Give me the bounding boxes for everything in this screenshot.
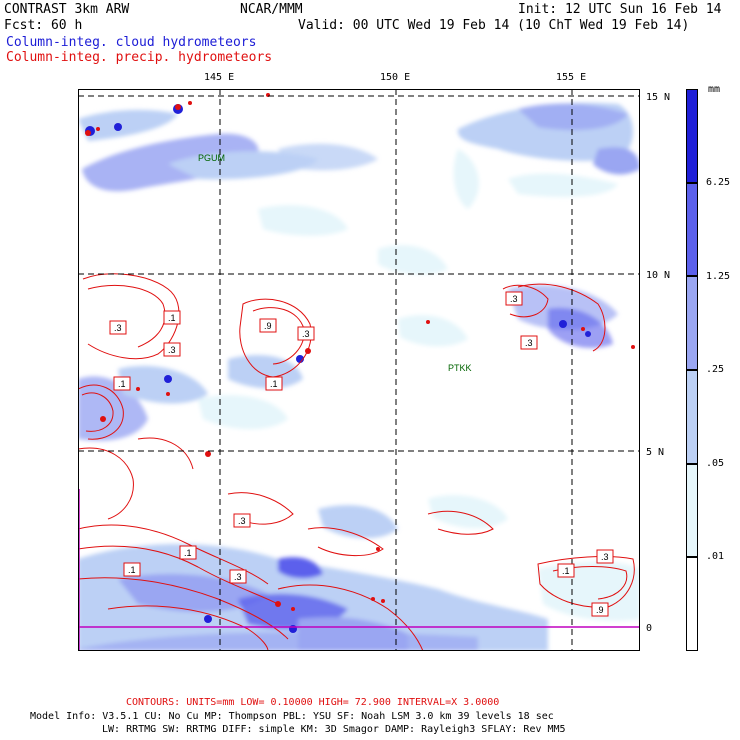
lon-label-145: 145 E xyxy=(204,72,234,83)
lat-label-5n: 5 N xyxy=(646,447,664,458)
contour-label: .3 xyxy=(525,338,533,348)
colorbar xyxy=(686,89,698,651)
colorbar-level-0-01: .01 xyxy=(706,551,724,562)
colorbar-segment xyxy=(686,464,698,558)
colorbar-level-1-25: 1.25 xyxy=(706,271,730,282)
colorbar-level-6-25: 6.25 xyxy=(706,177,730,188)
colorbar-segment xyxy=(686,183,698,277)
lat-label-15n: 15 N xyxy=(646,92,670,103)
lat-label-10n: 10 N xyxy=(646,270,670,281)
contour-label: .9 xyxy=(596,605,604,615)
lon-label-155: 155 E xyxy=(556,72,586,83)
contour-info: CONTOURS: UNITS=mm LOW= 0.10000 HIGH= 72… xyxy=(126,698,499,708)
contour-label: .1 xyxy=(128,565,136,575)
contour-label: .3 xyxy=(302,329,310,339)
model-info: Model Info: V3.5.1 CU: No Cu MP: Thompso… xyxy=(30,712,554,722)
contour-label: .3 xyxy=(114,323,122,333)
center-title: NCAR/MMM xyxy=(240,3,303,16)
contour-label: .9 xyxy=(264,321,272,331)
contour-label: .3 xyxy=(510,294,518,304)
field-label-precip: Column-integ. precip. hydrometeors xyxy=(6,51,272,64)
lon-label-150: 150 E xyxy=(380,72,410,83)
contour-label: .3 xyxy=(168,345,176,355)
contour-label: .1 xyxy=(118,379,126,389)
colorbar-level-0-05: .05 xyxy=(706,458,724,469)
hydrometeor-map: PGUM PTKK .3 .1 .3 .1 .9 .3 .1 .3 .3 .3 … xyxy=(78,89,640,651)
colorbar-segment xyxy=(686,89,698,183)
field-label-cloud: Column-integ. cloud hydrometeors xyxy=(6,36,256,49)
station-ptkk: PTKK xyxy=(448,363,472,373)
init-time: Init: 12 UTC Sun 16 Feb 14 xyxy=(518,3,722,16)
contour-label: .3 xyxy=(601,552,609,562)
station-pgum: PGUM xyxy=(198,153,225,163)
contour-label: .1 xyxy=(168,313,176,323)
colorbar-units: mm xyxy=(708,84,720,95)
colorbar-level-0-25: .25 xyxy=(706,364,724,375)
contour-label: .1 xyxy=(562,566,570,576)
colorbar-segment xyxy=(686,370,698,464)
contour-label: .3 xyxy=(238,516,246,526)
model-info-physics: LW: RRTMG SW: RRTMG DIFF: simple KM: 3D … xyxy=(102,725,566,735)
contour-label: .3 xyxy=(234,572,242,582)
colorbar-segment xyxy=(686,276,698,370)
lat-label-equator: 0 xyxy=(646,623,652,634)
valid-time: Valid: 00 UTC Wed 19 Feb 14 (10 ChT Wed … xyxy=(298,19,689,32)
forecast-hour: Fcst: 60 h xyxy=(4,19,82,32)
contour-label: .1 xyxy=(270,379,278,389)
colorbar-segment xyxy=(686,557,698,651)
contour-label: .1 xyxy=(184,548,192,558)
model-title: CONTRAST 3km ARW xyxy=(4,3,129,16)
